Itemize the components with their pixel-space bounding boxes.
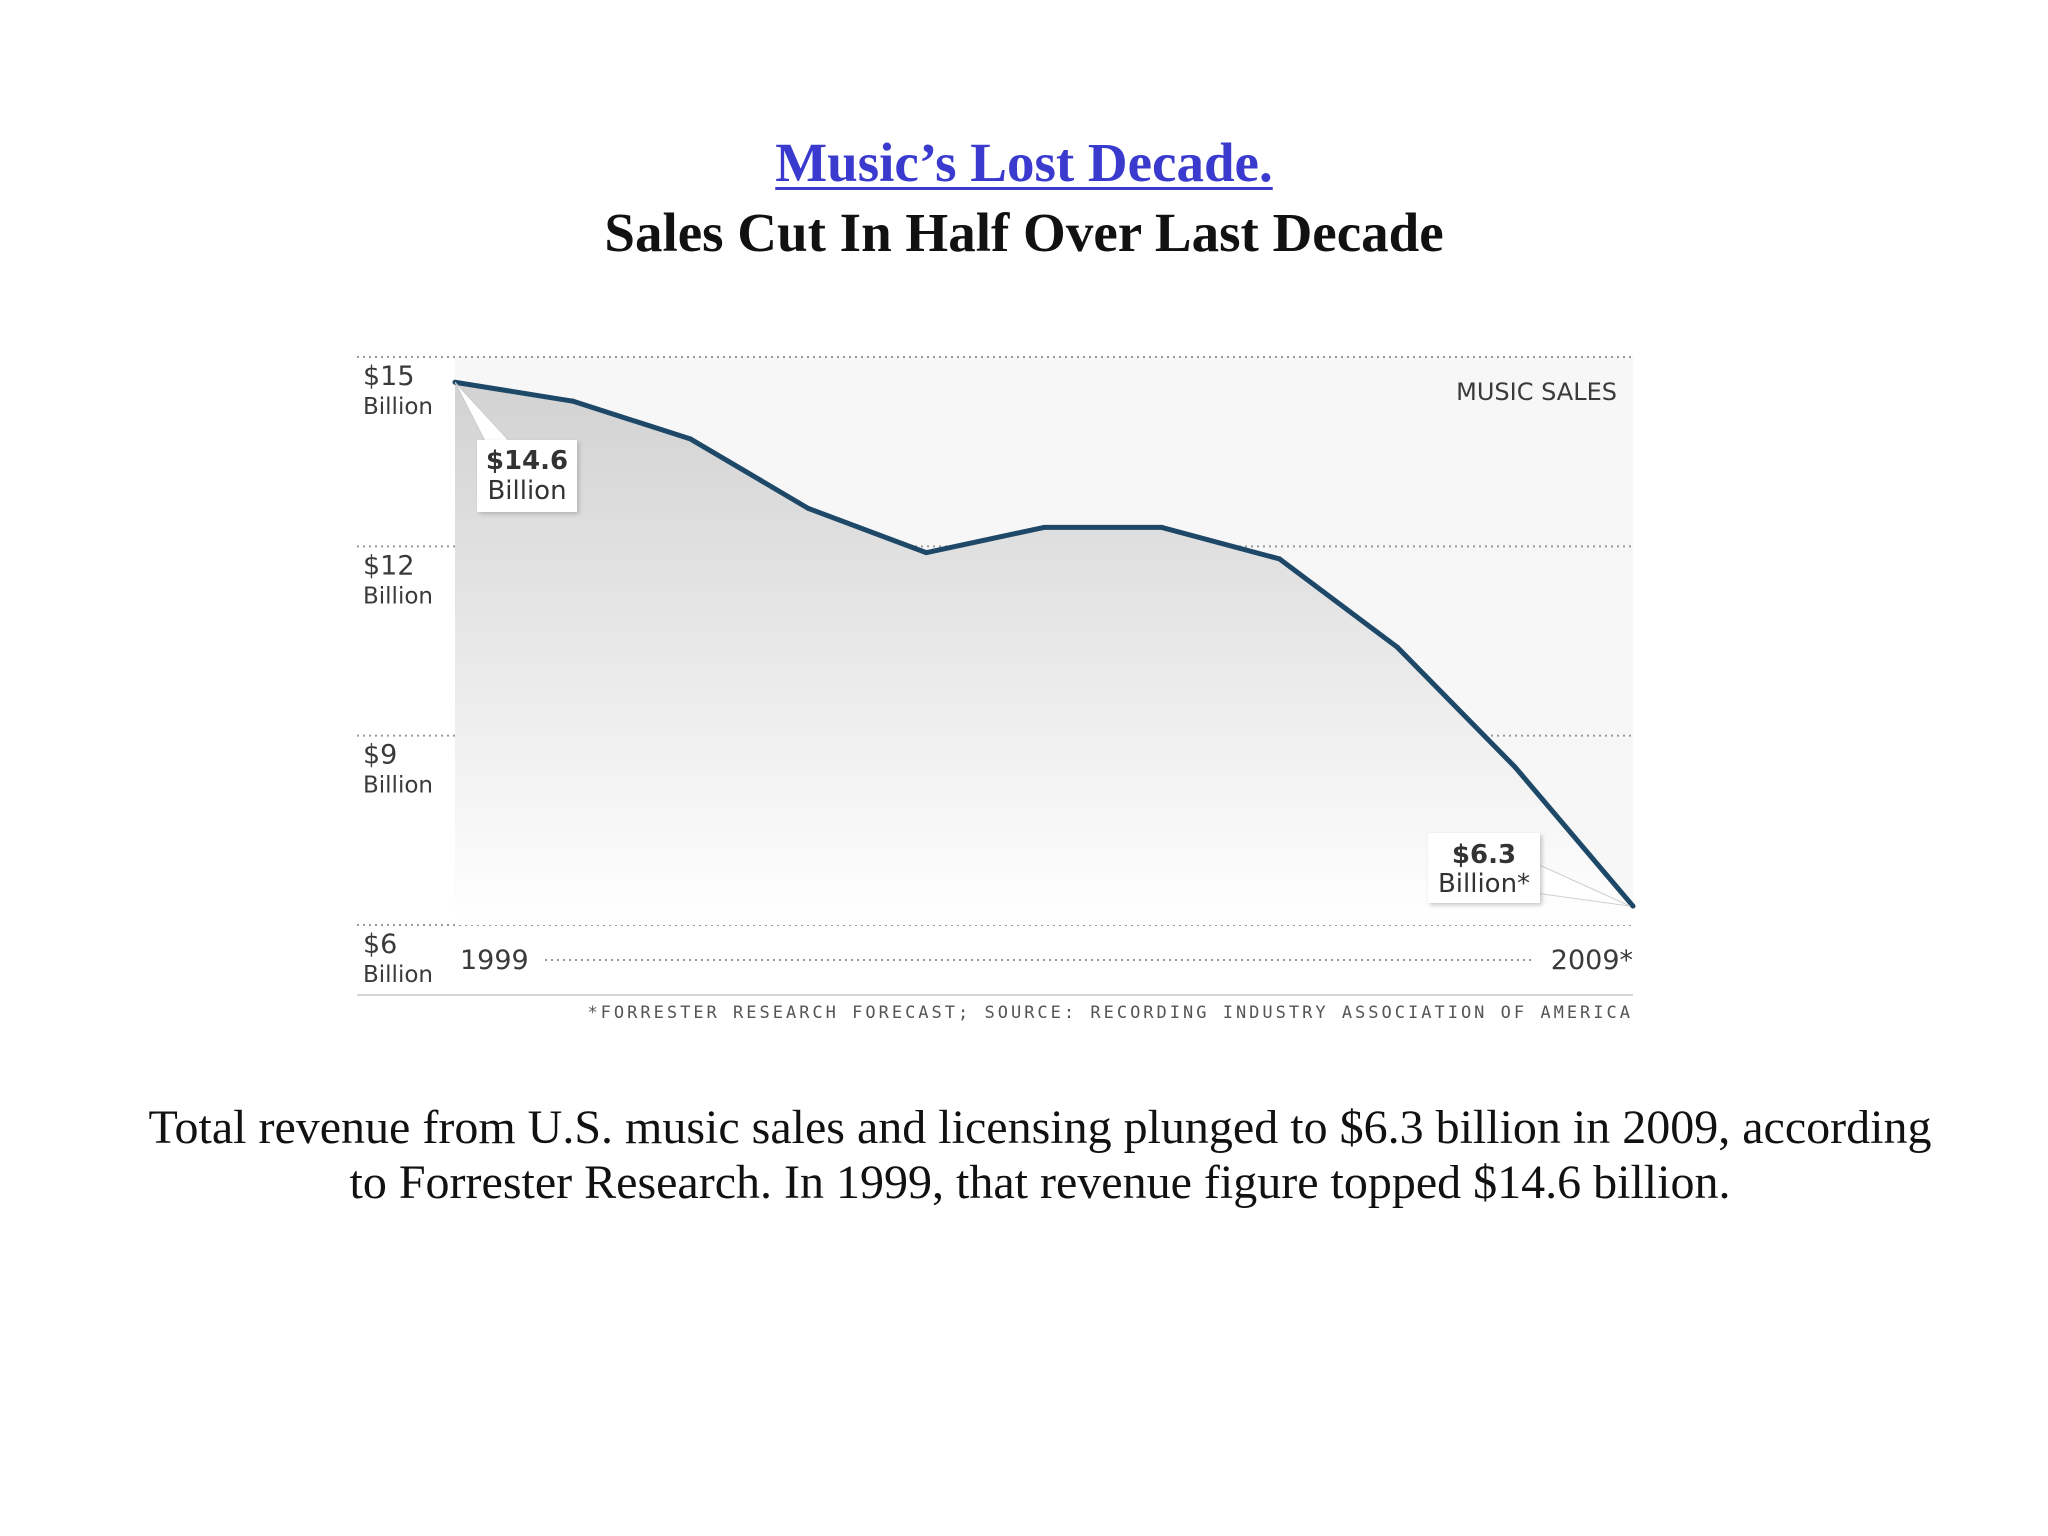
data-point-2002 <box>805 505 811 511</box>
chart-title: MUSIC SALES <box>1456 378 1617 406</box>
x-tick-end: 2009* <box>1551 945 1633 976</box>
callout-start: $14.6 Billion <box>454 381 577 512</box>
source-note: *FORRESTER RESEARCH FORECAST; SOURCE: RE… <box>587 1003 1633 1023</box>
y-tick-unit: Billion <box>363 583 433 609</box>
y-tick-unit: Billion <box>363 962 433 988</box>
title-link[interactable]: Music’s Lost Decade. <box>775 132 1273 193</box>
callout-end-unit: Billion* <box>1438 869 1530 899</box>
subtitle: Sales Cut In Half Over Last Decade <box>604 202 1444 263</box>
data-point-2005 <box>1159 524 1165 530</box>
data-point-2006 <box>1277 556 1283 562</box>
data-point-2004 <box>1041 524 1047 530</box>
callout-end: $6.3 Billion* <box>1428 833 1631 907</box>
x-tick-start: 1999 <box>460 945 529 976</box>
data-point-2000 <box>570 398 576 404</box>
y-tick-value: $6 <box>363 929 397 960</box>
y-tick-value: $15 <box>363 361 415 392</box>
data-point-2001 <box>688 436 694 442</box>
callout-end-value: $6.3 <box>1452 840 1516 870</box>
data-point-2009 <box>1630 903 1636 909</box>
callout-end-box <box>1428 833 1540 903</box>
caption: Total revenue from U.S. music sales and … <box>148 1101 1932 1209</box>
data-point-2007 <box>1394 644 1400 650</box>
callout-start-value: $14.6 <box>486 446 568 476</box>
title-wrap: Music’s Lost Decade. <box>0 128 2048 198</box>
area-fill <box>455 382 1633 925</box>
y-tick-unit: Billion <box>363 394 433 420</box>
y-tick-unit: Billion <box>363 773 433 799</box>
y-tick-value: $12 <box>363 550 415 581</box>
callout-start-box <box>477 440 577 512</box>
y-tick-value: $9 <box>363 740 397 771</box>
data-points <box>452 379 1636 909</box>
data-point-2003 <box>923 550 929 556</box>
callout-start-unit: Billion <box>487 476 566 506</box>
data-point-2008 <box>1512 764 1518 770</box>
